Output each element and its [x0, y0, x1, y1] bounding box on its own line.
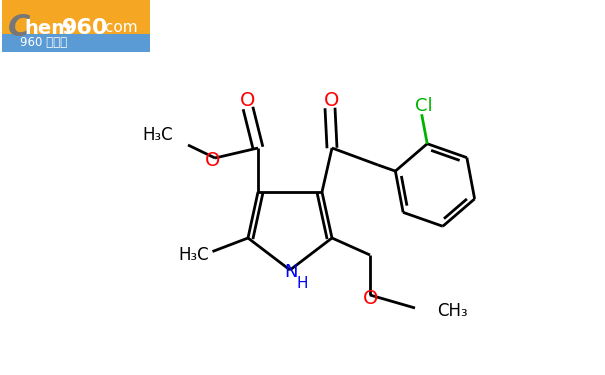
Text: O: O [240, 90, 256, 110]
Text: hem: hem [24, 18, 71, 38]
Text: H: H [296, 276, 308, 291]
FancyBboxPatch shape [2, 34, 150, 52]
Text: O: O [324, 90, 339, 110]
Text: H₃C: H₃C [142, 126, 173, 144]
FancyBboxPatch shape [2, 0, 150, 52]
Text: O: O [364, 288, 379, 308]
Text: O: O [205, 150, 221, 170]
Text: H₃C: H₃C [179, 246, 209, 264]
Text: 960: 960 [62, 18, 108, 38]
Text: C: C [8, 13, 30, 42]
Text: CH₃: CH₃ [437, 302, 468, 320]
Text: 960 化工网: 960 化工网 [20, 36, 67, 50]
Text: Cl: Cl [415, 97, 433, 115]
Text: N: N [284, 263, 298, 281]
Text: .com: .com [100, 21, 137, 36]
